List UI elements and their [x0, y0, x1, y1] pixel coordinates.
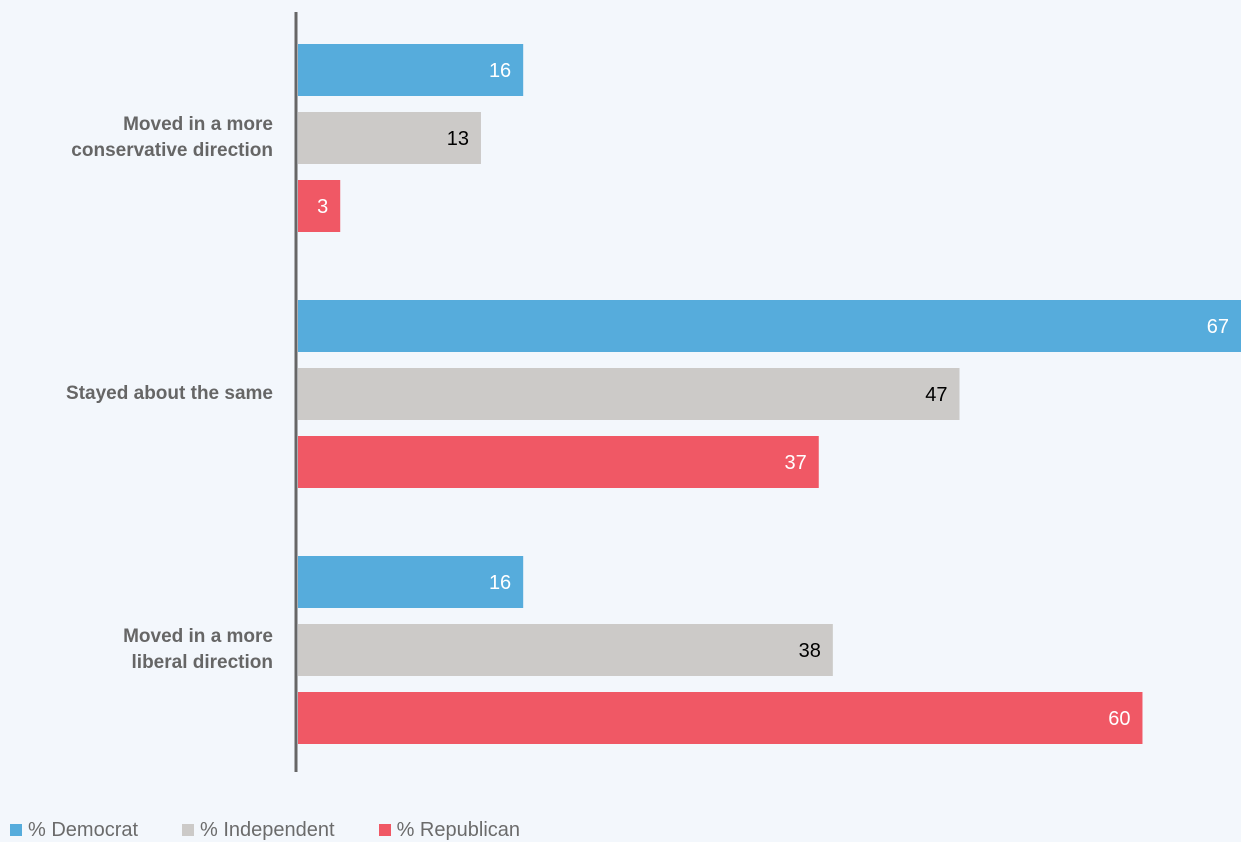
category-label-line: Stayed about the same	[66, 383, 273, 404]
category-label-line: Moved in a more	[123, 114, 273, 135]
bar-independent-0	[298, 112, 481, 164]
bars-group: 16 13 3 67 47 37 16 38 60	[298, 44, 1241, 744]
category-label-line: conservative direction	[71, 140, 273, 161]
bar-value-label: 13	[447, 128, 469, 150]
bar-independent-1	[298, 368, 960, 420]
bar-republican-0	[298, 180, 341, 232]
legend-label-republican: % Republican	[396, 818, 521, 841]
legend-swatch-republican	[378, 824, 391, 836]
legend-item-independent: % Independent	[182, 819, 335, 842]
bar-value-label: 16	[489, 572, 511, 594]
legend-swatch-independent	[182, 824, 195, 836]
legend-item-republican: % Republican	[378, 818, 521, 842]
bar-democrat-1	[298, 300, 1241, 352]
legend: % Democrat % Independent % Republican	[10, 818, 564, 842]
bar-value-label: 3	[317, 196, 328, 218]
legend-label-independent: % Independent	[200, 818, 335, 841]
bar-value-label: 37	[785, 452, 807, 474]
category-label: Stayed about the same	[66, 381, 273, 407]
bar-value-label: 16	[489, 60, 511, 82]
category-label: Moved in a more liberal direction	[123, 624, 273, 676]
bar-democrat-0	[298, 44, 524, 96]
bar-republican-2	[298, 692, 1143, 744]
category-label-line: Moved in a more	[123, 626, 273, 647]
category-label: Moved in a more conservative direction	[71, 112, 273, 164]
legend-swatch-democrat	[10, 824, 22, 836]
bar-value-label: 47	[925, 384, 947, 406]
bar-value-label: 67	[1207, 316, 1229, 338]
legend-label-democrat: % Democrat	[28, 818, 139, 841]
bar-value-label: 38	[799, 640, 821, 662]
category-label-line: liberal direction	[131, 652, 273, 673]
bar-republican-1	[298, 436, 819, 488]
bar-value-label: 60	[1108, 708, 1130, 730]
bar-democrat-2	[298, 556, 524, 608]
legend-item-democrat: % Democrat	[10, 819, 138, 842]
bar-independent-2	[298, 624, 833, 676]
